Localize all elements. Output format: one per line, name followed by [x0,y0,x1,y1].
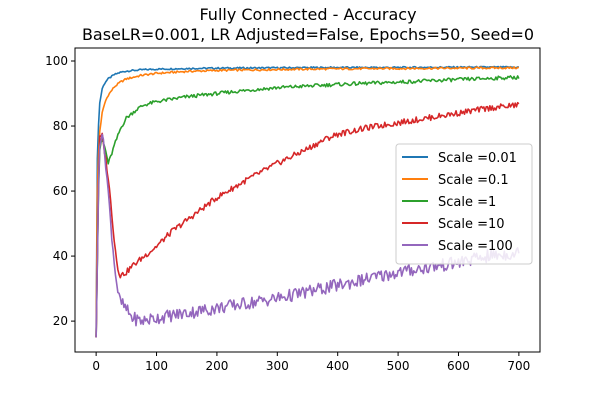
x-tick-label-7: 700 [507,359,530,373]
legend-label-4: Scale =100 [438,239,513,254]
series-line-0 [95,65,519,338]
x-tick-label-1: 100 [145,359,168,373]
x-tick-label-6: 600 [447,359,470,373]
chart-subtitle: BaseLR=0.001, LR Adjusted=False, Epochs=… [82,25,534,44]
legend-label-0: Scale =0.01 [438,151,517,166]
chart-title: Fully Connected - Accuracy [199,5,416,24]
plot-frame [74,47,541,353]
y-tick-label-1: 40 [53,249,68,263]
y-tick-label-4: 100 [45,54,68,68]
legend-label-2: Scale =1 [438,195,496,210]
y-tick-label-2: 60 [53,184,68,198]
x-tick-label-5: 500 [387,359,410,373]
plot-area: 0 100 200 300 400 500 600 700 20 40 60 80 100 [45,47,541,373]
series-line-1 [95,66,519,338]
series-line-2 [95,75,520,338]
series-line-3 [95,101,520,338]
x-tick-label-3: 300 [266,359,289,373]
legend: Scale =0.01 Scale =0.1 Scale =1 Scale =10 Sc… [395,143,533,265]
x-tick-label-4: 400 [326,359,349,373]
legend-label-1: Scale =0.1 [438,173,509,188]
legend-label-3: Scale =10 [438,217,505,232]
x-tick-label-0: 0 [92,359,100,373]
y-tick-label-3: 80 [53,119,68,133]
legend-box [395,143,533,265]
x-tick-label-2: 200 [205,359,228,373]
y-tick-label-0: 20 [53,314,68,328]
